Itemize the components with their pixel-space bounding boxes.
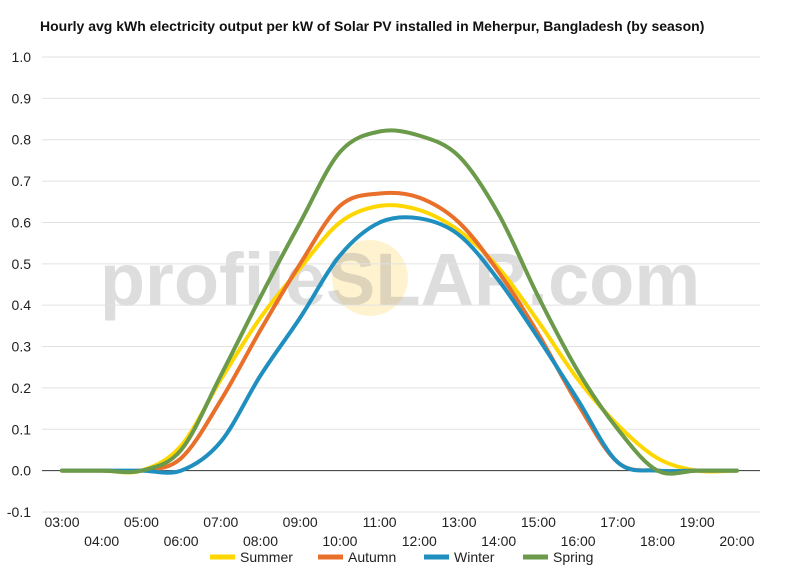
x-tick-label: 09:00 (283, 514, 318, 530)
y-tick-label: 0.2 (12, 380, 32, 396)
series-line-winter (60, 215, 739, 475)
series-lines (60, 128, 739, 476)
legend-label-autumn: Autumn (348, 549, 396, 565)
x-tick-label: 18:00 (640, 533, 675, 549)
watermark-sun (332, 240, 408, 316)
series-line-spring (60, 128, 739, 476)
x-tick-label: 20:00 (719, 533, 754, 549)
y-tick-label: 0.7 (12, 173, 32, 189)
x-tick-label: 15:00 (521, 514, 556, 530)
y-tick-label: 0.8 (12, 132, 32, 148)
x-tick-label: 14:00 (481, 533, 516, 549)
legend: Summer Autumn Winter Spring (210, 549, 593, 565)
y-tick-label: 0.5 (12, 256, 32, 272)
y-tick-label: 0.0 (12, 463, 32, 479)
chart-title: Hourly avg kWh electricity output per kW… (40, 18, 705, 34)
y-tick-label: 0.1 (12, 421, 32, 437)
x-tick-label: 04:00 (84, 533, 119, 549)
x-tick-label: 07:00 (203, 514, 238, 530)
x-tick-label: 08:00 (243, 533, 278, 549)
y-tick-label: 0.6 (12, 214, 32, 230)
x-tick-label: 11:00 (363, 514, 397, 530)
x-tick-label: 19:00 (680, 514, 715, 530)
series-line-summer (60, 203, 739, 475)
y-tick-label: 0.3 (12, 339, 32, 355)
x-tick-label: 17:00 (600, 514, 635, 530)
x-tick-label: 12:00 (402, 533, 437, 549)
x-tick-label: 05:00 (124, 514, 159, 530)
legend-label-winter: Winter (454, 549, 495, 565)
watermark: profileSLAR.com (100, 238, 700, 321)
y-axis: -0.1 0.0 0.1 0.2 0.3 0.4 0.5 0.6 0.7 0.8 0.9 1.0 (7, 49, 31, 520)
x-tick-label: 16:00 (561, 533, 596, 549)
legend-label-spring: Spring (553, 549, 593, 565)
legend-label-summer: Summer (240, 549, 293, 565)
watermark-text: profileSLAR.com (100, 238, 700, 321)
y-tick-label: -0.1 (7, 504, 31, 520)
x-tick-label: 06:00 (164, 533, 199, 549)
x-tick-label: 03:00 (44, 514, 79, 530)
x-tick-label: 13:00 (441, 514, 476, 530)
x-tick-label: 10:00 (322, 533, 357, 549)
y-tick-label: 1.0 (12, 49, 32, 65)
y-tick-label: 0.4 (12, 297, 32, 313)
y-tick-label: 0.9 (12, 90, 32, 106)
